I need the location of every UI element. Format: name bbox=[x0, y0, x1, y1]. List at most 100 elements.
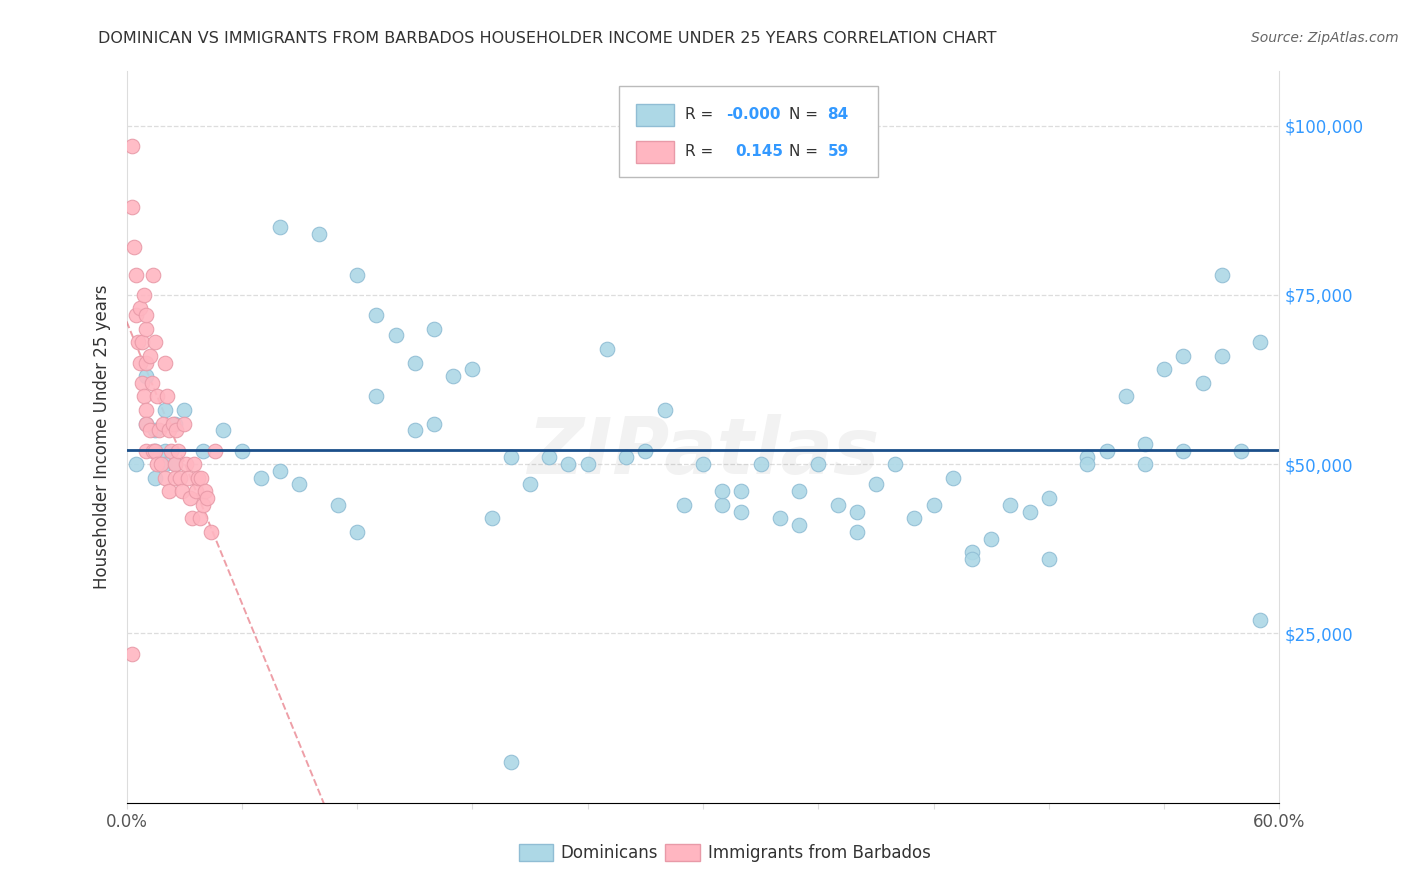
Point bbox=[125, 308, 148, 322]
Text: 84: 84 bbox=[828, 107, 849, 122]
Point bbox=[177, 471, 200, 485]
Point bbox=[194, 484, 217, 499]
Point bbox=[960, 552, 983, 566]
Point bbox=[135, 417, 157, 431]
Point bbox=[173, 403, 195, 417]
Point bbox=[145, 443, 166, 458]
Point bbox=[153, 355, 176, 369]
Point bbox=[173, 417, 195, 431]
Point bbox=[153, 403, 176, 417]
Point bbox=[125, 268, 148, 282]
Point bbox=[204, 443, 226, 458]
Point bbox=[195, 491, 218, 505]
FancyBboxPatch shape bbox=[636, 141, 675, 163]
Point bbox=[200, 524, 222, 539]
Point bbox=[346, 268, 368, 282]
Point bbox=[156, 389, 179, 403]
Point bbox=[169, 471, 191, 485]
Point bbox=[1000, 498, 1022, 512]
Point bbox=[538, 450, 561, 465]
Point bbox=[1133, 437, 1156, 451]
Point bbox=[167, 443, 190, 458]
Point bbox=[183, 457, 205, 471]
Point bbox=[960, 545, 983, 559]
Point bbox=[187, 471, 209, 485]
Point bbox=[152, 417, 174, 431]
Text: R =: R = bbox=[685, 144, 723, 159]
Point bbox=[145, 423, 166, 437]
Point bbox=[1249, 613, 1271, 627]
Point bbox=[730, 505, 752, 519]
Text: 0.145: 0.145 bbox=[735, 144, 783, 159]
Point bbox=[157, 484, 180, 499]
Point bbox=[132, 288, 155, 302]
FancyBboxPatch shape bbox=[636, 104, 675, 127]
Point bbox=[423, 322, 446, 336]
Point bbox=[614, 450, 637, 465]
Point bbox=[711, 498, 734, 512]
Point bbox=[942, 471, 965, 485]
Point bbox=[163, 471, 186, 485]
Point bbox=[135, 369, 157, 384]
Point bbox=[180, 511, 202, 525]
Point bbox=[1153, 362, 1175, 376]
Point bbox=[131, 335, 153, 350]
Point bbox=[174, 457, 197, 471]
Point bbox=[146, 457, 169, 471]
Point bbox=[159, 443, 181, 458]
Point bbox=[172, 484, 194, 499]
Point bbox=[135, 308, 157, 322]
Text: Immigrants from Barbados: Immigrants from Barbados bbox=[707, 844, 931, 862]
Point bbox=[135, 403, 157, 417]
Point bbox=[884, 457, 907, 471]
Point bbox=[135, 417, 157, 431]
Text: N =: N = bbox=[790, 107, 824, 122]
Point bbox=[1018, 505, 1040, 519]
Point bbox=[481, 511, 503, 525]
Point bbox=[1076, 450, 1098, 465]
Point bbox=[634, 443, 657, 458]
Point bbox=[845, 505, 868, 519]
Point bbox=[150, 457, 173, 471]
Point bbox=[288, 477, 311, 491]
Point bbox=[326, 498, 349, 512]
Point bbox=[131, 376, 153, 390]
Point bbox=[441, 369, 464, 384]
Point bbox=[366, 308, 388, 322]
Point bbox=[499, 450, 522, 465]
Point bbox=[269, 220, 291, 235]
Text: ZIPatlas: ZIPatlas bbox=[527, 414, 879, 490]
Point bbox=[153, 443, 176, 458]
Point bbox=[423, 417, 446, 431]
Point bbox=[596, 342, 619, 356]
Point bbox=[135, 355, 157, 369]
Text: 59: 59 bbox=[828, 144, 849, 159]
Point bbox=[129, 355, 152, 369]
FancyBboxPatch shape bbox=[619, 86, 879, 178]
Point bbox=[308, 227, 330, 241]
Point bbox=[163, 457, 186, 471]
Point bbox=[179, 491, 201, 505]
Text: R =: R = bbox=[685, 107, 717, 122]
Point bbox=[135, 322, 157, 336]
Point bbox=[184, 484, 207, 499]
Point bbox=[138, 423, 160, 437]
Point bbox=[145, 335, 166, 350]
Point bbox=[404, 423, 426, 437]
Point bbox=[1095, 443, 1118, 458]
Text: N =: N = bbox=[790, 144, 824, 159]
Point bbox=[138, 349, 160, 363]
FancyBboxPatch shape bbox=[519, 844, 553, 862]
Point bbox=[654, 403, 676, 417]
Point bbox=[1230, 443, 1253, 458]
Point bbox=[145, 471, 166, 485]
Point bbox=[980, 532, 1002, 546]
Point bbox=[827, 498, 849, 512]
Point bbox=[125, 457, 148, 471]
Text: Source: ZipAtlas.com: Source: ZipAtlas.com bbox=[1251, 31, 1399, 45]
Point bbox=[1173, 349, 1195, 363]
Point bbox=[163, 417, 186, 431]
Point bbox=[807, 457, 830, 471]
Text: Dominicans: Dominicans bbox=[560, 844, 658, 862]
Point bbox=[769, 511, 792, 525]
